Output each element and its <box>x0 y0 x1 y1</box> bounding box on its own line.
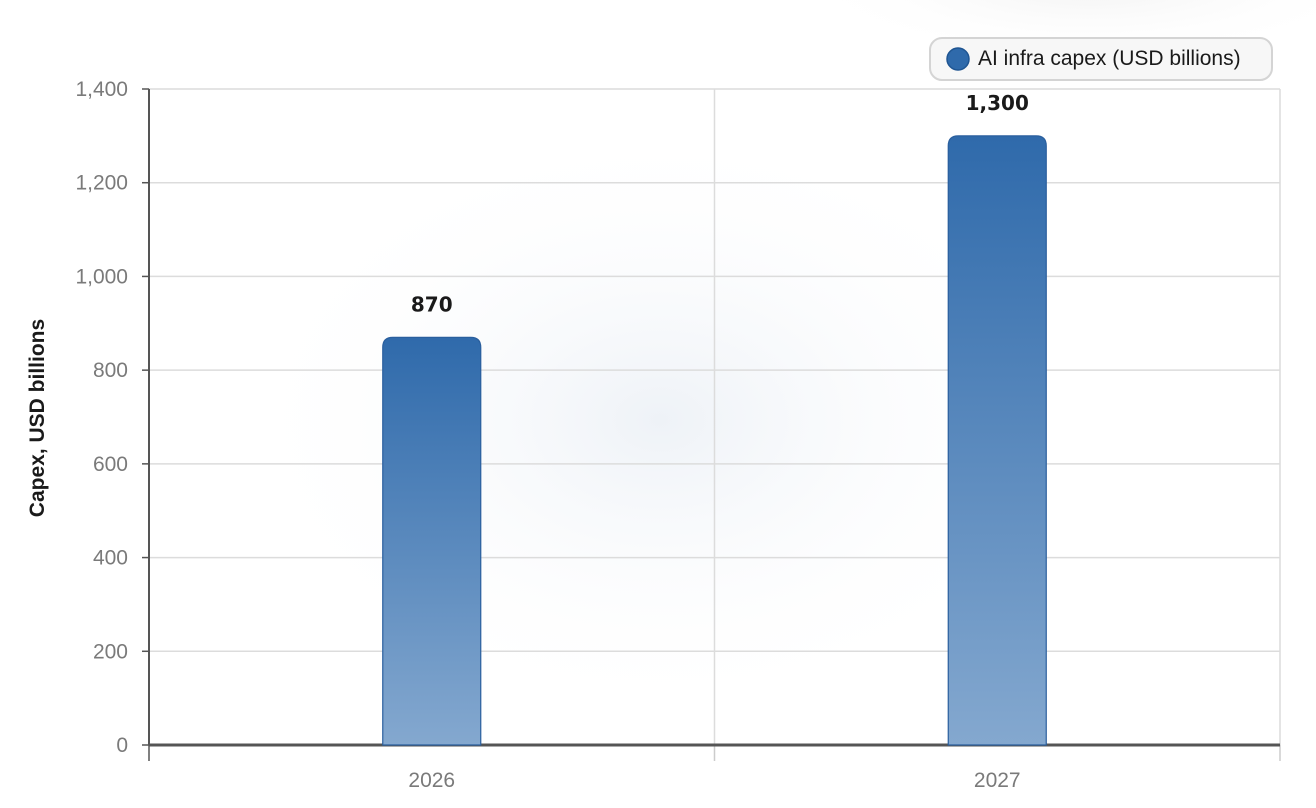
x-tick-label: 2027 <box>974 769 1021 792</box>
y-tick-label: 400 <box>93 547 128 570</box>
data-labels: 870 1,300 <box>411 91 1029 316</box>
y-tick-label: 200 <box>93 640 128 663</box>
y-tick-label: 800 <box>93 359 128 382</box>
y-tick-label: 600 <box>93 453 128 476</box>
y-tick-label: 1,400 <box>75 78 128 101</box>
y-tick-label: 1,000 <box>75 265 128 288</box>
y-tick-label: 1,200 <box>75 172 128 195</box>
x-tick-label: 2026 <box>408 769 455 792</box>
data-label-2026: 870 <box>411 292 453 316</box>
legend-box <box>929 37 1273 81</box>
legend-label: AI infra capex (USD billions) <box>978 47 1241 70</box>
data-label-2027: 1,300 <box>966 91 1029 115</box>
bar-2026[interactable] <box>382 336 482 746</box>
grid-lines <box>149 88 1281 745</box>
y-axis-title: Capex, USD billions <box>26 319 49 517</box>
y-tick-label: 0 <box>116 734 128 757</box>
bar-2027[interactable] <box>947 135 1047 746</box>
bars <box>382 135 1047 746</box>
axes: 0 200 400 600 800 1,000 1,200 1,400 2026 2027 <box>75 78 1281 792</box>
legend[interactable]: AI infra capex (USD billions) <box>929 37 1273 81</box>
legend-marker <box>946 47 970 71</box>
